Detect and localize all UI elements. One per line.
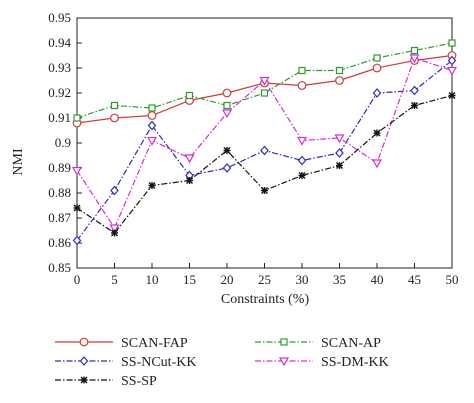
data-point-ss-dm-kk <box>409 54 420 64</box>
data-point-ss-dm-kk <box>146 136 158 146</box>
legend: SCAN-FAP SCAN-AP SS-NCut-KK SS-DM-KK SS-SP <box>55 336 389 389</box>
series-ss-dm-kk <box>71 54 458 234</box>
y-tick-label: 0.87 <box>48 210 71 225</box>
x-tick-label: 50 <box>446 272 459 287</box>
data-point-scan-ap <box>223 101 231 110</box>
legend-marker-ss-sp <box>80 376 88 384</box>
legend-item-ss-ncut-kk: SS-NCut-KK <box>55 355 196 370</box>
data-point-ss-dm-kk <box>109 224 120 234</box>
x-axis-label: Constraints (%) <box>221 292 310 307</box>
data-point-ss-ncut-kk <box>372 88 382 98</box>
legend-label: SS-NCut-KK <box>121 355 196 370</box>
y-tick-label: 0.85 <box>48 260 71 275</box>
x-tick-label: 25 <box>258 272 271 287</box>
y-tick-label: 0.95 <box>48 10 71 25</box>
data-point-ss-dm-kk <box>334 134 345 144</box>
legend-marker-scan-ap <box>280 338 288 346</box>
legend-item-scan-ap: SCAN-AP <box>255 336 381 351</box>
data-point-ss-dm-kk <box>221 109 233 119</box>
data-point-scan-ap <box>373 54 381 62</box>
plot-area <box>76 17 453 269</box>
data-point-ss-ncut-kk <box>260 145 269 156</box>
data-point-scan-ap <box>110 101 119 110</box>
data-point-ss-sp <box>148 182 156 189</box>
data-point-ss-sp <box>411 102 418 109</box>
data-point-ss-sp <box>186 177 193 184</box>
data-point-ss-dm-kk <box>371 159 383 169</box>
data-point-ss-dm-kk <box>446 66 458 76</box>
x-tick-label: 15 <box>183 272 196 287</box>
data-point-ss-sp <box>298 172 306 179</box>
data-point-scan-fap <box>297 81 307 90</box>
data-point-scan-ap <box>410 46 419 55</box>
legend-label: SCAN-FAP <box>121 336 188 351</box>
series-line-ss-sp <box>76 94 453 234</box>
data-point-ss-ncut-kk <box>110 185 119 196</box>
legend-marker-scan-fap <box>79 337 89 347</box>
data-point-scan-fap <box>335 76 344 85</box>
x-tick-label: 45 <box>408 272 421 287</box>
series-scan-fap <box>72 51 457 128</box>
data-point-scan-ap <box>335 66 344 75</box>
y-tick-label: 0.86 <box>48 235 71 250</box>
x-tick-label: 10 <box>146 272 159 287</box>
y-tick-label: 0.92 <box>48 85 71 100</box>
data-point-ss-sp <box>261 187 268 194</box>
y-axis-label: NMI <box>11 148 26 176</box>
data-point-scan-fap <box>110 113 119 123</box>
data-point-ss-sp <box>373 129 381 137</box>
data-point-scan-ap <box>298 66 306 75</box>
data-point-ss-sp <box>111 229 118 237</box>
legend-label: SCAN-AP <box>321 336 381 351</box>
legend-item-scan-fap: SCAN-FAP <box>55 336 188 351</box>
data-point-ss-dm-kk <box>259 76 270 86</box>
data-point-ss-ncut-kk <box>335 148 344 158</box>
data-point-scan-ap <box>185 91 194 100</box>
data-point-ss-ncut-kk <box>297 155 307 166</box>
x-tick-label: 20 <box>221 272 234 287</box>
x-tick-label: 30 <box>296 272 309 287</box>
data-point-ss-dm-kk <box>296 136 308 146</box>
data-point-ss-dm-kk <box>71 166 83 176</box>
x-tick-label: 0 <box>74 272 81 287</box>
data-point-ss-ncut-kk <box>447 55 457 66</box>
data-point-ss-sp <box>73 204 81 212</box>
data-point-scan-fap <box>372 63 382 73</box>
data-point-ss-dm-kk <box>184 154 195 164</box>
y-tick-label: 0.94 <box>48 35 71 50</box>
y-tick-label: 0.9 <box>55 135 71 150</box>
data-point-ss-ncut-kk <box>72 235 82 246</box>
data-point-ss-ncut-kk <box>410 85 419 96</box>
series-ss-sp <box>73 92 456 237</box>
data-point-ss-sp <box>336 162 343 169</box>
data-point-scan-fap <box>147 111 157 120</box>
x-tick-label: 5 <box>111 272 118 287</box>
series-ss-ncut-kk <box>72 55 457 246</box>
data-point-scan-fap <box>222 88 232 98</box>
data-point-scan-ap <box>148 104 156 112</box>
data-point-scan-ap <box>73 114 81 122</box>
x-tick-label: 35 <box>333 272 346 287</box>
y-tick-label: 0.93 <box>48 60 71 75</box>
data-point-ss-ncut-kk <box>147 120 157 131</box>
data-point-scan-ap <box>260 89 269 97</box>
y-tick-label: 0.88 <box>48 185 71 200</box>
data-point-ss-ncut-kk <box>222 163 232 173</box>
y-tick-label: 0.91 <box>48 110 71 125</box>
series-scan-ap <box>73 39 456 122</box>
legend-marker-ss-ncut-kk <box>79 356 89 366</box>
x-tick-label: 40 <box>371 272 384 287</box>
legend-marker-ss-dm-kk <box>278 357 290 367</box>
legend-item-ss-dm-kk: SS-DM-KK <box>255 355 389 370</box>
data-point-ss-sp <box>223 147 231 154</box>
data-point-scan-ap <box>448 39 456 47</box>
legend-label: SS-SP <box>121 374 157 389</box>
legend-item-ss-sp: SS-SP <box>55 374 157 389</box>
data-point-ss-sp <box>448 92 456 99</box>
y-tick-label: 0.89 <box>48 160 71 175</box>
legend-label: SS-DM-KK <box>321 355 389 370</box>
series-line-scan-fap <box>76 54 453 124</box>
